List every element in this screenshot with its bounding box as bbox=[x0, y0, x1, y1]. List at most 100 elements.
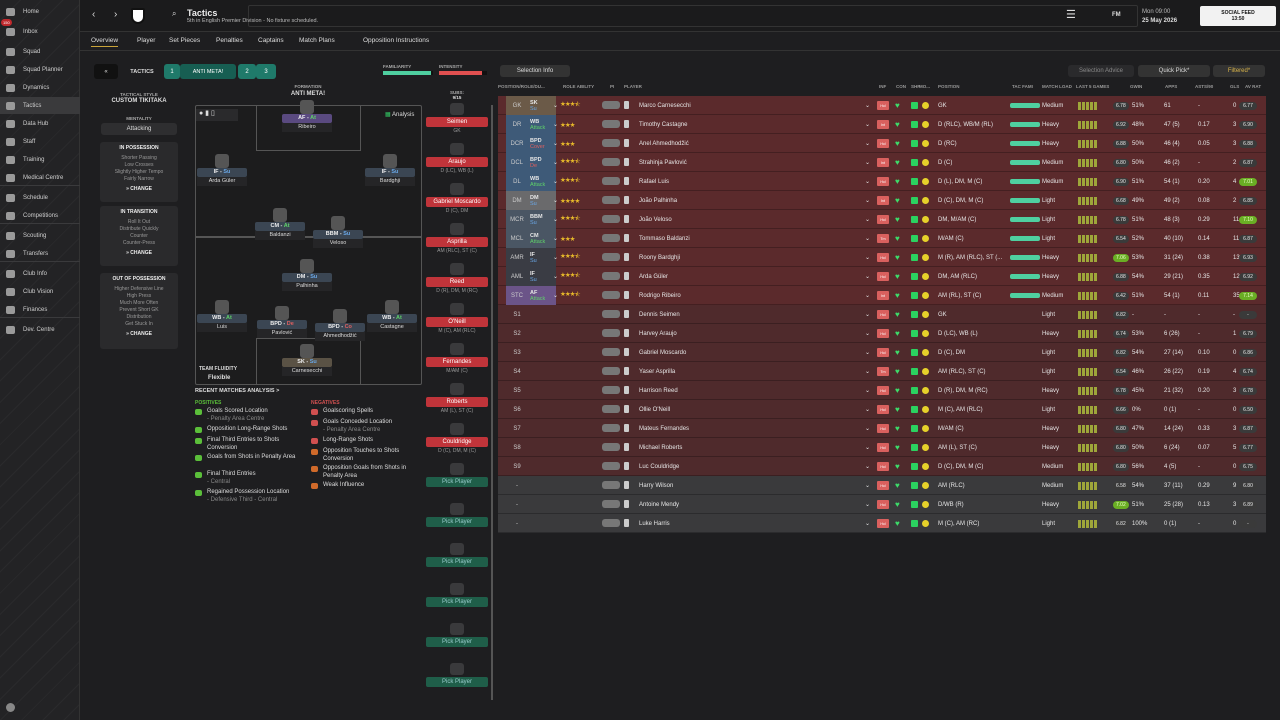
sub-player-button[interactable]: O'Neill bbox=[426, 317, 488, 327]
player-chevron[interactable]: ⌄ bbox=[865, 369, 871, 375]
table-row[interactable]: S5 Harrison Reed ⌄ Hol ♥ D (R), DM, M (RC) Hea… bbox=[498, 381, 1266, 400]
column-header[interactable]: MATCH LOAD bbox=[1042, 84, 1072, 89]
role-dropdown-chevron[interactable]: ⌄ bbox=[553, 103, 559, 109]
analysis-title[interactable]: RECENT MATCHES ANALYSIS > bbox=[195, 388, 280, 394]
sidebar-item-club-info[interactable]: Club Info bbox=[0, 265, 80, 282]
player-name[interactable]: Marco Carnesecchi bbox=[639, 102, 691, 109]
sidebar-item-tactics[interactable]: Tactics bbox=[0, 97, 80, 114]
column-header[interactable]: APPS bbox=[1165, 84, 1178, 89]
formation-dropdown[interactable]: ANTI META! bbox=[290, 91, 326, 97]
column-header[interactable]: PLAYER bbox=[624, 84, 642, 89]
sub-player-button[interactable]: Asprilla bbox=[426, 237, 488, 247]
player-name[interactable]: Harry Wilson bbox=[639, 482, 674, 489]
tactic-slot-1[interactable]: 1 bbox=[164, 64, 180, 79]
table-row[interactable]: S9 Luc Couldridge ⌄ Hol ♥ D (C), DM, M (C) Med… bbox=[498, 457, 1266, 476]
column-header[interactable]: POSITION bbox=[938, 84, 960, 89]
mentality-dropdown[interactable]: Attacking bbox=[101, 123, 177, 135]
table-row[interactable]: AML IF Su ★★★⯪ ⌄ Arda Güler ⌄ Hol ♥ DM, AM (RLC) H… bbox=[498, 267, 1266, 286]
column-header[interactable]: AV RAT bbox=[1245, 84, 1262, 89]
table-row[interactable]: AMR IF Su ★★★⯪ ⌄ Roony Bardghji ⌄ Hol ♥ M (R), AM… bbox=[498, 248, 1266, 267]
player-chevron[interactable]: ⌄ bbox=[865, 179, 871, 185]
player-name[interactable]: Rodrigo Ribeiro bbox=[639, 292, 681, 299]
table-row[interactable]: DR WB Attack ★★★ ⌄ Timothy Castagne ⌄ Int ♥ D (RL… bbox=[498, 115, 1266, 134]
pitch-player[interactable]: CM - At Baldanzi bbox=[255, 208, 305, 240]
pitch-player[interactable]: WB - At Castagne bbox=[367, 300, 417, 332]
player-name[interactable]: Harrison Reed bbox=[639, 387, 678, 394]
player-instructions-icon[interactable] bbox=[602, 291, 620, 299]
player-role-dropdown[interactable]: BPD - Co bbox=[315, 323, 365, 332]
column-header[interactable]: ROLE ABILITY bbox=[563, 84, 595, 89]
table-row[interactable]: S6 Ollie O'Neill ⌄ Hol ♥ M (C), AM (RLC) Light… bbox=[498, 400, 1266, 419]
forward-button[interactable]: › bbox=[114, 9, 118, 20]
player-name[interactable]: Anel Ahmedhodžić bbox=[639, 140, 689, 147]
role-cell[interactable]: BBM Su bbox=[528, 210, 556, 229]
table-row[interactable]: STC AF Attack ★★★⯪ ⌄ Rodrigo Ribeiro ⌄ Int ♥ AM (… bbox=[498, 286, 1266, 305]
sidebar-item-transfers[interactable]: Transfers bbox=[0, 245, 80, 262]
filter-dropdown[interactable]: Filtered* bbox=[1213, 65, 1265, 77]
player-name[interactable]: Yaser Asprilla bbox=[639, 368, 676, 375]
change-button[interactable]: » CHANGE bbox=[126, 186, 152, 192]
sidebar-item-inbox[interactable]: Inbox 150 bbox=[0, 19, 80, 40]
change-button[interactable]: » CHANGE bbox=[126, 331, 152, 337]
player-chevron[interactable]: ⌄ bbox=[865, 407, 871, 413]
player-chevron[interactable]: ⌄ bbox=[865, 236, 871, 242]
player-role-dropdown[interactable]: DM - Su bbox=[282, 273, 332, 282]
player-name[interactable]: Timothy Castagne bbox=[639, 121, 688, 128]
pick-player-button[interactable]: Pick Player bbox=[426, 557, 488, 567]
table-row[interactable]: DCL BPD De ★★★⯪ ⌄ Strahinja Pavlović ⌄ Int ♥ D (C… bbox=[498, 153, 1266, 172]
player-role-dropdown[interactable]: BPD - De bbox=[257, 320, 307, 329]
player-chevron[interactable]: ⌄ bbox=[865, 426, 871, 432]
player-role-dropdown[interactable]: AF - At bbox=[282, 114, 332, 123]
table-row[interactable]: S1 Dennis Seimen ⌄ Hol ♥ GK Light 6.82- - - - - bbox=[498, 305, 1266, 324]
player-instructions-icon[interactable] bbox=[602, 310, 620, 318]
pitch-player[interactable]: IF - Su Bardghji bbox=[365, 154, 415, 186]
pick-player-button[interactable]: Pick Player bbox=[426, 477, 488, 487]
player-chevron[interactable]: ⌄ bbox=[865, 141, 871, 147]
player-chevron[interactable]: ⌄ bbox=[865, 483, 871, 489]
player-name[interactable]: Luke Harris bbox=[639, 520, 670, 527]
sidebar-item-data-hub[interactable]: Data Hub bbox=[0, 115, 80, 132]
role-dropdown-chevron[interactable]: ⌄ bbox=[553, 198, 559, 204]
player-instructions-icon[interactable] bbox=[602, 367, 620, 375]
player-instructions-icon[interactable] bbox=[602, 405, 620, 413]
change-button[interactable]: » CHANGE bbox=[126, 250, 152, 256]
analysis-button[interactable]: ▦ Analysis bbox=[385, 112, 415, 118]
player-chevron[interactable]: ⌄ bbox=[865, 217, 871, 223]
tactic-slot-3[interactable]: 3 bbox=[256, 64, 276, 79]
player-name[interactable]: Gabriel Moscardo bbox=[639, 349, 687, 356]
role-dropdown-chevron[interactable]: ⌄ bbox=[553, 255, 559, 261]
role-dropdown-chevron[interactable]: ⌄ bbox=[553, 179, 559, 185]
player-role-dropdown[interactable]: WB - At bbox=[367, 314, 417, 323]
sub-player-button[interactable]: Araujo bbox=[426, 157, 488, 167]
column-header[interactable]: TAC FAMI bbox=[1012, 84, 1033, 89]
player-chevron[interactable]: ⌄ bbox=[865, 198, 871, 204]
back-button[interactable]: ‹ bbox=[92, 9, 96, 20]
player-instructions-icon[interactable] bbox=[602, 386, 620, 394]
sub-player-button[interactable]: Seimen bbox=[426, 117, 488, 127]
player-instructions-icon[interactable] bbox=[602, 481, 620, 489]
tactical-style-dropdown[interactable]: CUSTOM TIKITAKA bbox=[111, 98, 167, 104]
player-name[interactable]: Antoine Mendy bbox=[639, 501, 680, 508]
player-chevron[interactable]: ⌄ bbox=[865, 103, 871, 109]
pitch-view-icons[interactable]: ● ▮ ▯ bbox=[196, 109, 238, 121]
player-instructions-icon[interactable] bbox=[602, 272, 620, 280]
tab-match-plans[interactable]: Match Plans bbox=[299, 37, 335, 44]
player-name[interactable]: Ollie O'Neill bbox=[639, 406, 671, 413]
pick-player-button[interactable]: Pick Player bbox=[426, 637, 488, 647]
subs-scrollbar[interactable] bbox=[491, 105, 493, 700]
role-cell[interactable]: IF Su bbox=[528, 248, 556, 267]
role-cell[interactable]: BPD De bbox=[528, 153, 556, 172]
player-chevron[interactable]: ⌄ bbox=[865, 350, 871, 356]
sidebar-item-home[interactable]: Home bbox=[0, 3, 80, 20]
role-cell[interactable]: AF Attack bbox=[528, 286, 556, 305]
player-name[interactable]: Roony Bardghji bbox=[639, 254, 681, 261]
column-header[interactable]: GLS bbox=[1230, 84, 1240, 89]
table-row[interactable]: S8 Michael Roberts ⌄ Hol ♥ AM (L), ST (C) Heav… bbox=[498, 438, 1266, 457]
player-name[interactable]: João Veloso bbox=[639, 216, 672, 223]
column-header[interactable]: INF bbox=[879, 84, 887, 89]
player-role-dropdown[interactable]: BBM - Su bbox=[313, 230, 363, 239]
role-cell[interactable]: BPD Cover bbox=[528, 134, 556, 153]
role-cell[interactable]: WB Attack bbox=[528, 172, 556, 191]
tactic-slot-2[interactable]: 2 bbox=[238, 64, 256, 79]
sidebar-item-medical-centre[interactable]: Medical Centre bbox=[0, 169, 80, 186]
